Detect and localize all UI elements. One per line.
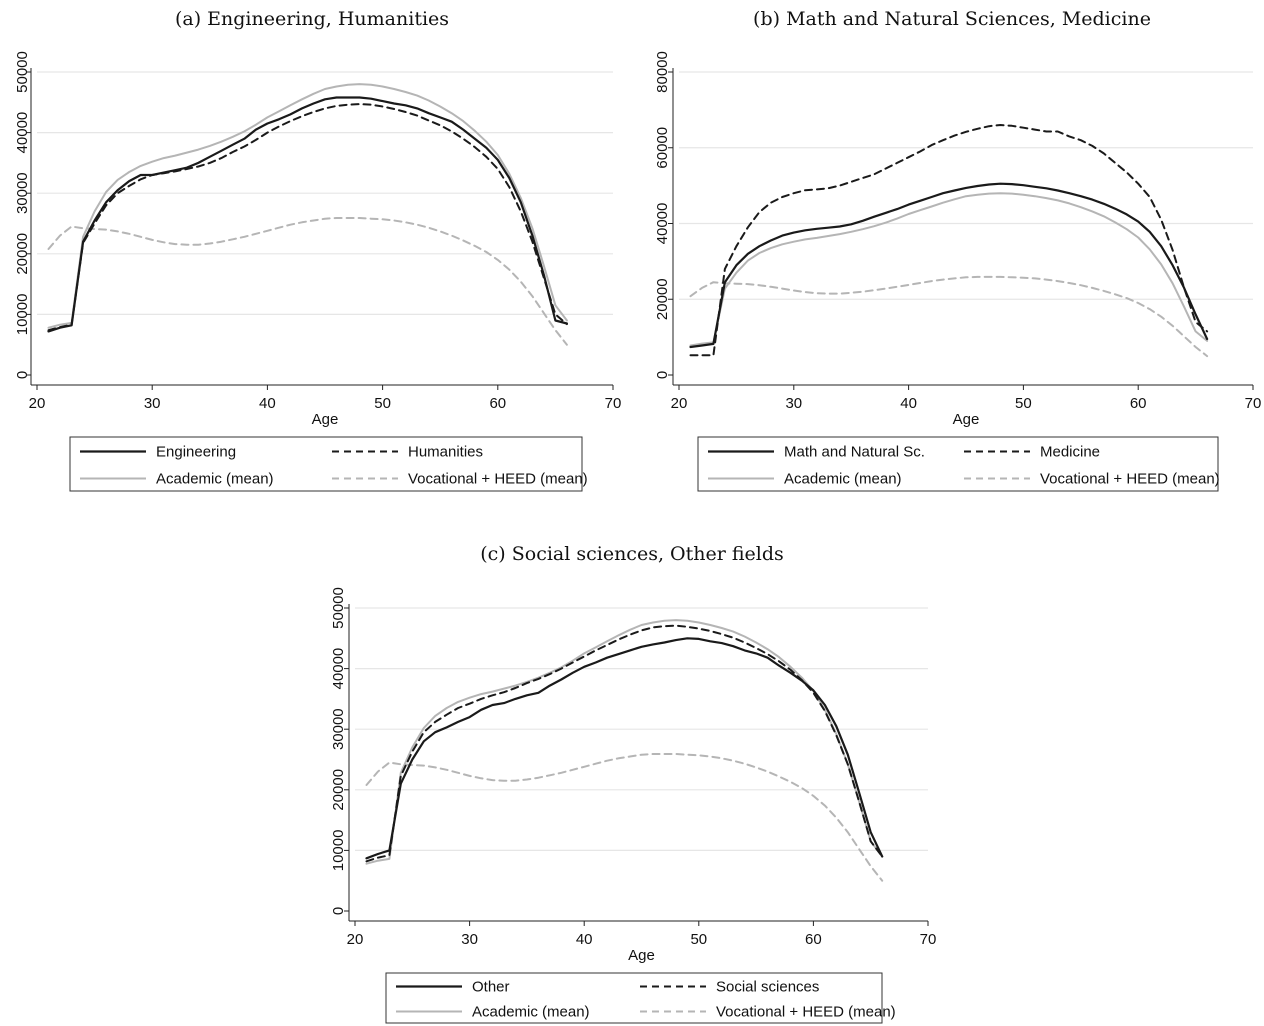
x-tick-label: 50 [374, 395, 391, 412]
series-vocational-heed-mean- [47, 217, 568, 346]
legend: Math and Natural Sc. Medicine Academic (me… [697, 436, 1220, 492]
series-line [47, 96, 568, 333]
y-tick-label: 20000 [14, 233, 31, 275]
y-tick-label: 50000 [330, 587, 347, 629]
legend-box [385, 972, 883, 1024]
series-vocational-heed-mean- [365, 753, 884, 882]
series-line [689, 275, 1209, 358]
y-tick-label: 10000 [330, 830, 347, 872]
legend-label: Social sciences [716, 979, 819, 996]
legend-label: Vocational + HEED (mean) [716, 1004, 896, 1021]
chart-panel-a: 0 10000 20000 30000 40000 50000 20 30 40 50 60 70 Ag… [14, 51, 622, 492]
series-vocational-heed-mean- [689, 275, 1209, 358]
series-line [689, 124, 1209, 357]
legend-label: Medicine [1040, 444, 1100, 461]
series-social-sciences [365, 624, 884, 863]
series-line [365, 624, 884, 863]
x-tick-label: 70 [1245, 395, 1262, 412]
y-tick-label: 60000 [654, 127, 671, 169]
x-axis-label: Age [312, 411, 339, 428]
series-engineering [47, 96, 568, 333]
series-line [47, 217, 568, 346]
y-tick-label: 40000 [330, 648, 347, 690]
y-tick-label: 30000 [14, 172, 31, 214]
x-tick-label: 60 [489, 395, 506, 412]
series-line [365, 619, 884, 865]
x-tick-label: 50 [1015, 395, 1032, 412]
x-axis-label: Age [628, 947, 655, 964]
series-math-and-natural-sc- [689, 182, 1209, 349]
legend-box [697, 436, 1219, 492]
chart-panel-c: 0 10000 20000 30000 40000 50000 20 30 40 50 60 70 Ag… [330, 587, 937, 1024]
y-tick-label: 0 [330, 907, 347, 915]
legend-label: Other [472, 979, 510, 996]
y-tick-label: 30000 [330, 708, 347, 750]
panel-c-title: (c) Social sciences, Other fields [480, 543, 784, 565]
x-tick-label: 70 [605, 395, 622, 412]
series-humanities [47, 103, 568, 332]
y-tick-label: 80000 [654, 51, 671, 93]
y-tick-label: 0 [654, 371, 671, 379]
x-tick-label: 20 [671, 395, 688, 412]
legend-label: Academic (mean) [156, 471, 274, 488]
x-tick-label: 30 [785, 395, 802, 412]
legend: Engineering Humanities Academic (mean) Voca… [69, 436, 588, 492]
series-academic-mean- [689, 192, 1209, 347]
y-tick-label: 40000 [14, 112, 31, 154]
legend-box [69, 436, 583, 492]
series-academic-mean- [47, 83, 568, 329]
legend-label: Vocational + HEED (mean) [1040, 471, 1220, 488]
x-axis-label: Age [953, 411, 980, 428]
y-tick-label: 20000 [654, 278, 671, 320]
x-tick-label: 20 [347, 931, 364, 948]
series-line [365, 637, 884, 860]
y-tick-label: 0 [14, 371, 31, 379]
series-line [47, 83, 568, 329]
x-tick-label: 40 [576, 931, 593, 948]
x-tick-label: 60 [805, 931, 822, 948]
series-line [47, 103, 568, 332]
panel-a-title: (a) Engineering, Humanities [174, 8, 450, 30]
x-tick-label: 40 [900, 395, 917, 412]
chart-panel-b: 0 20000 40000 60000 80000 20 30 40 50 60 70 Age Math… [654, 51, 1262, 492]
y-tick-label: 10000 [14, 294, 31, 336]
legend: Other Social sciences Academic (mean) Vocat… [385, 972, 896, 1024]
series-line [689, 182, 1209, 349]
x-tick-label: 70 [920, 931, 937, 948]
y-tick-label: 50000 [14, 51, 31, 93]
legend-label: Academic (mean) [472, 1004, 590, 1021]
legend-label: Academic (mean) [784, 471, 902, 488]
series-academic-mean- [365, 619, 884, 865]
x-tick-label: 30 [144, 395, 161, 412]
series-other [365, 637, 884, 860]
legend-label: Vocational + HEED (mean) [408, 471, 588, 488]
y-tick-label: 20000 [330, 769, 347, 811]
series-line [689, 192, 1209, 347]
x-tick-label: 30 [461, 931, 478, 948]
panel-b-title: (b) Math and Natural Sciences, Medicine [753, 8, 1151, 30]
x-tick-label: 50 [690, 931, 707, 948]
series-medicine [689, 124, 1209, 357]
legend-label: Math and Natural Sc. [784, 444, 925, 461]
series-line [365, 753, 884, 882]
legend-label: Engineering [156, 444, 236, 461]
y-tick-label: 40000 [654, 203, 671, 245]
x-tick-label: 60 [1130, 395, 1147, 412]
legend-label: Humanities [408, 444, 483, 461]
x-tick-label: 20 [29, 395, 46, 412]
x-tick-label: 40 [259, 395, 276, 412]
